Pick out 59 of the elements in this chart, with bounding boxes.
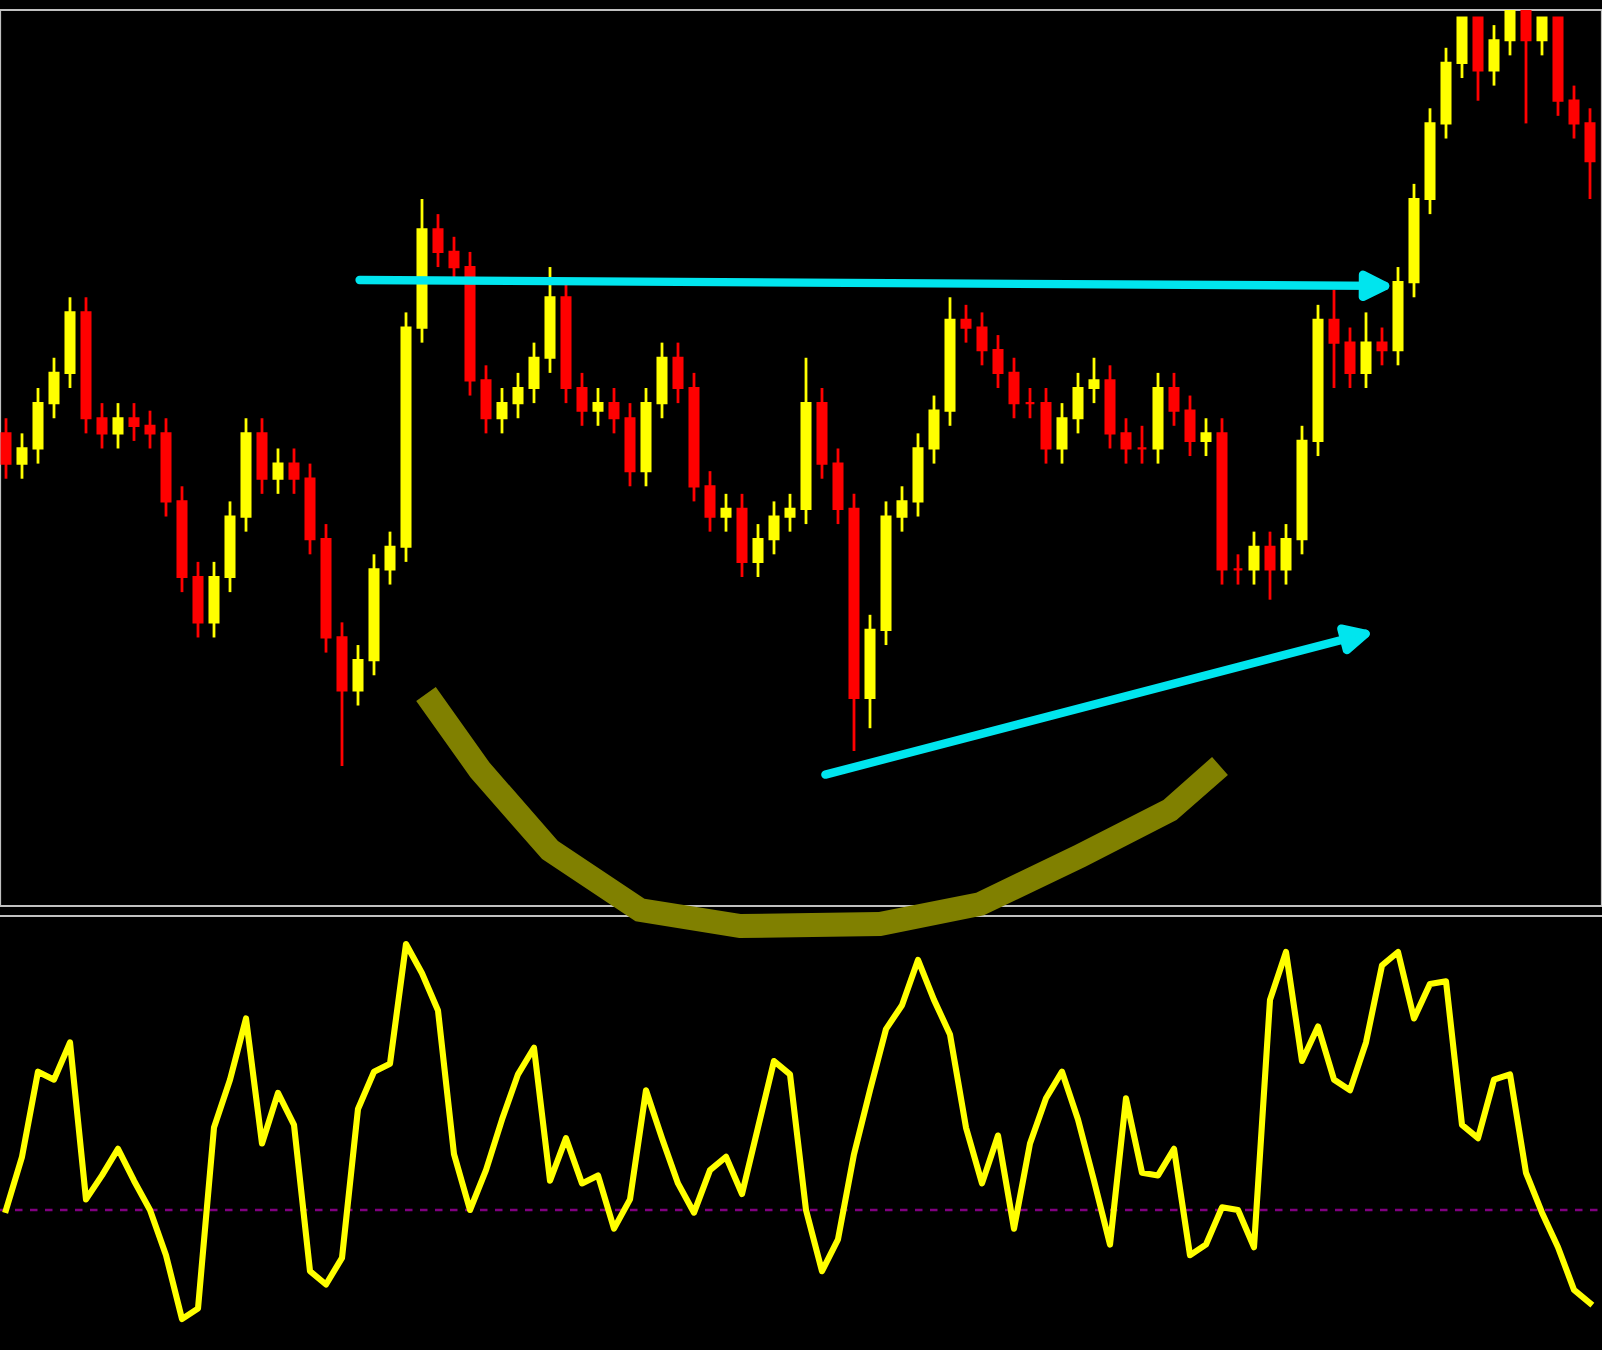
candlestick xyxy=(1248,530,1260,586)
candlestick xyxy=(1360,311,1372,390)
candlestick xyxy=(976,311,988,367)
candlestick xyxy=(144,409,156,450)
candlestick xyxy=(928,394,940,465)
candlestick xyxy=(48,356,60,420)
candlestick xyxy=(1056,401,1068,465)
candlestick xyxy=(1088,356,1100,405)
candlestick xyxy=(1536,16,1548,57)
candlestick xyxy=(1280,522,1292,586)
candlestick xyxy=(992,333,1004,390)
candlestick xyxy=(32,386,44,465)
candlestick xyxy=(272,447,284,496)
candlestick xyxy=(384,530,396,586)
candlestick xyxy=(784,492,796,534)
candlestick xyxy=(256,416,268,496)
candlestick xyxy=(656,341,668,420)
candlestick xyxy=(352,643,364,707)
candlestick xyxy=(0,416,12,481)
candlestick xyxy=(96,401,108,450)
candlestick xyxy=(16,431,28,481)
candlestick xyxy=(1504,10,1516,57)
candlestick xyxy=(576,371,588,428)
candlestick xyxy=(608,386,620,435)
candlestick xyxy=(896,484,908,534)
candlestick xyxy=(832,447,844,526)
candlestick xyxy=(528,341,540,405)
candlestick xyxy=(1200,416,1212,458)
candlestick xyxy=(1344,326,1356,390)
candlestick xyxy=(1168,371,1180,428)
candlestick xyxy=(1008,356,1020,420)
candlestick xyxy=(1328,288,1340,390)
candlestick xyxy=(288,447,300,496)
candlestick xyxy=(192,560,204,639)
candlestick xyxy=(752,522,764,579)
candlestick xyxy=(1264,530,1276,602)
candlestick xyxy=(1376,326,1388,367)
candlestick xyxy=(128,401,140,443)
candlestick xyxy=(112,401,124,450)
candlestick xyxy=(1488,23,1500,87)
candlestick xyxy=(1520,10,1532,125)
candlestick xyxy=(1072,371,1084,435)
candlestick xyxy=(960,303,972,345)
candlestick xyxy=(1456,16,1468,80)
candlestick xyxy=(1120,416,1132,465)
candlestick xyxy=(1040,386,1052,465)
candlestick xyxy=(592,386,604,428)
candlestick xyxy=(768,500,780,556)
candlestick xyxy=(208,560,220,639)
candlestick xyxy=(496,386,508,435)
candlestick xyxy=(1184,394,1196,458)
candlestick xyxy=(704,469,716,534)
candlestick xyxy=(720,492,732,534)
candlestick xyxy=(1584,106,1596,201)
candlestick xyxy=(480,363,492,435)
candlestick xyxy=(672,341,684,405)
candlestick xyxy=(432,212,444,269)
candlestick xyxy=(512,371,524,420)
candlestick xyxy=(1568,84,1580,140)
